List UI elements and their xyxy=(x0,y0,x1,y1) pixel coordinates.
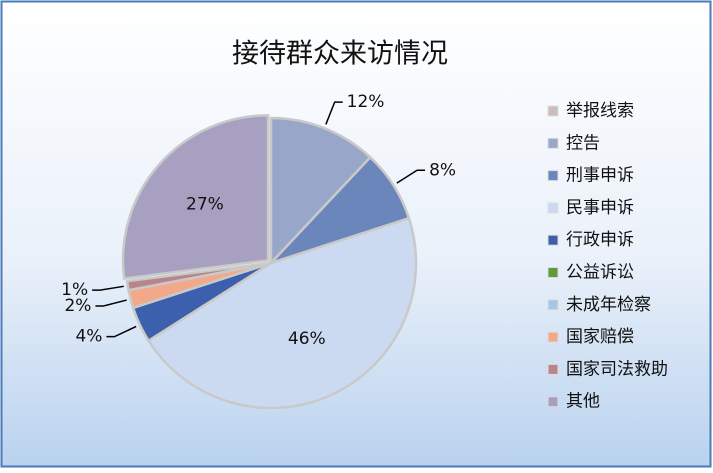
legend-label: 国家赔偿 xyxy=(566,327,634,347)
legend-swatch xyxy=(547,170,559,182)
legend-label: 其他 xyxy=(566,392,600,412)
legend-swatch xyxy=(547,299,559,311)
data-label: 1% xyxy=(61,280,88,300)
legend-swatch xyxy=(547,267,559,278)
pie-slice xyxy=(269,116,373,267)
legend-label: 公益诉讼 xyxy=(566,263,634,283)
leader-line xyxy=(95,299,127,307)
data-label: 8% xyxy=(429,160,456,180)
leader-line xyxy=(325,101,343,125)
leader-line xyxy=(106,325,137,338)
legend-swatch xyxy=(547,105,559,117)
pie-slice xyxy=(121,114,270,280)
chart-title: 接待群众来访情况 xyxy=(232,39,448,70)
legend-label: 民事申诉 xyxy=(566,198,634,218)
legend-label: 国家司法救助 xyxy=(566,359,668,379)
data-label: 2% xyxy=(64,296,91,316)
legend-label: 举报线索 xyxy=(566,101,634,121)
leader-line xyxy=(396,169,426,184)
legend-label: 未成年检察 xyxy=(566,295,651,315)
legend-label: 行政申诉 xyxy=(566,230,634,250)
data-label: 12% xyxy=(347,92,385,112)
legend-swatch xyxy=(547,331,559,343)
legend-swatch xyxy=(547,396,559,408)
data-label: 4% xyxy=(75,327,102,347)
legend-swatch xyxy=(547,202,559,214)
pie-slice xyxy=(146,216,418,410)
legend-swatch xyxy=(547,363,559,375)
legend-swatch xyxy=(547,137,559,149)
leader-line xyxy=(92,285,124,291)
pie-slice xyxy=(125,261,272,292)
legend-label: 刑事申诉 xyxy=(566,166,634,186)
data-label: 27% xyxy=(186,195,224,215)
data-label: 46% xyxy=(288,329,326,349)
legend-label: 控告 xyxy=(566,133,600,153)
legend-swatch xyxy=(547,234,559,246)
